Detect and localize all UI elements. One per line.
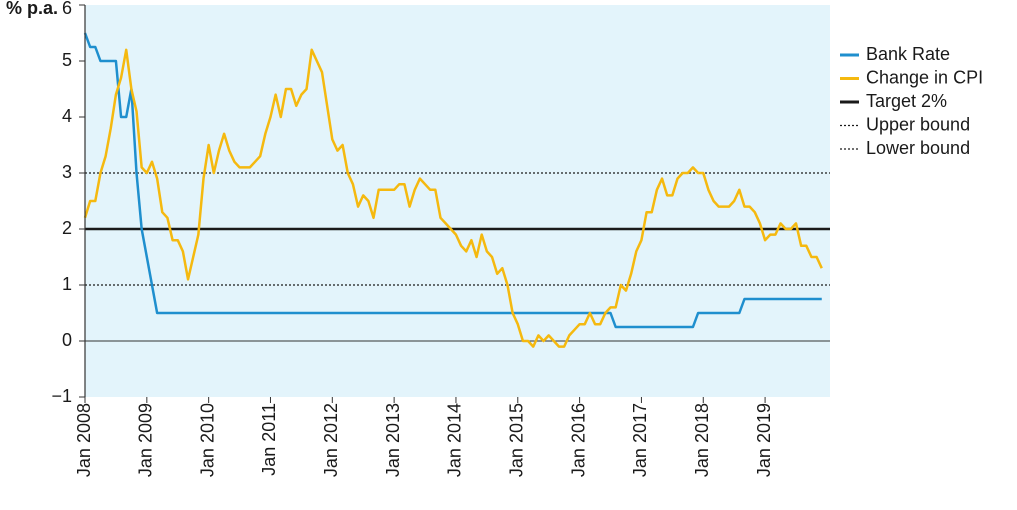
legend-label: Lower bound: [866, 138, 970, 158]
x-tick-label: Jan 2019: [754, 403, 774, 477]
y-tick-label: 4: [62, 106, 72, 126]
x-tick-label: Jan 2017: [630, 403, 650, 477]
y-tick-label: 3: [62, 162, 72, 182]
x-tick-label: Jan 2009: [136, 403, 156, 477]
legend-label: Bank Rate: [866, 44, 950, 64]
series-line: [83, 48, 823, 348]
y-tick-label: 6: [62, 0, 72, 18]
y-tick-label: −1: [51, 386, 72, 406]
series-line: [83, 32, 822, 329]
x-tick-label: Jan 2012: [321, 403, 341, 477]
y-tick-label: 5: [62, 50, 72, 70]
x-tick-label: Jan 2018: [692, 403, 712, 477]
legend-label: Target 2%: [866, 91, 947, 111]
x-tick-label: Jan 2016: [568, 403, 588, 477]
y-tick-label: 2: [62, 218, 72, 238]
x-tick-label: Jan 2008: [74, 403, 94, 477]
legend-label: Upper bound: [866, 114, 970, 134]
y-tick-label: 1: [62, 274, 72, 294]
y-tick-label: 0: [62, 330, 72, 350]
legend-label: Change in CPI: [866, 67, 983, 87]
x-tick-label: Jan 2013: [383, 403, 403, 477]
x-tick-label: Jan 2015: [507, 403, 527, 477]
plot-background: [85, 5, 830, 397]
y-axis-label: % p.a.: [6, 0, 58, 18]
x-tick-label: Jan 2011: [259, 403, 279, 476]
x-tick-label: Jan 2014: [445, 403, 465, 477]
x-tick-label: Jan 2010: [197, 403, 217, 477]
